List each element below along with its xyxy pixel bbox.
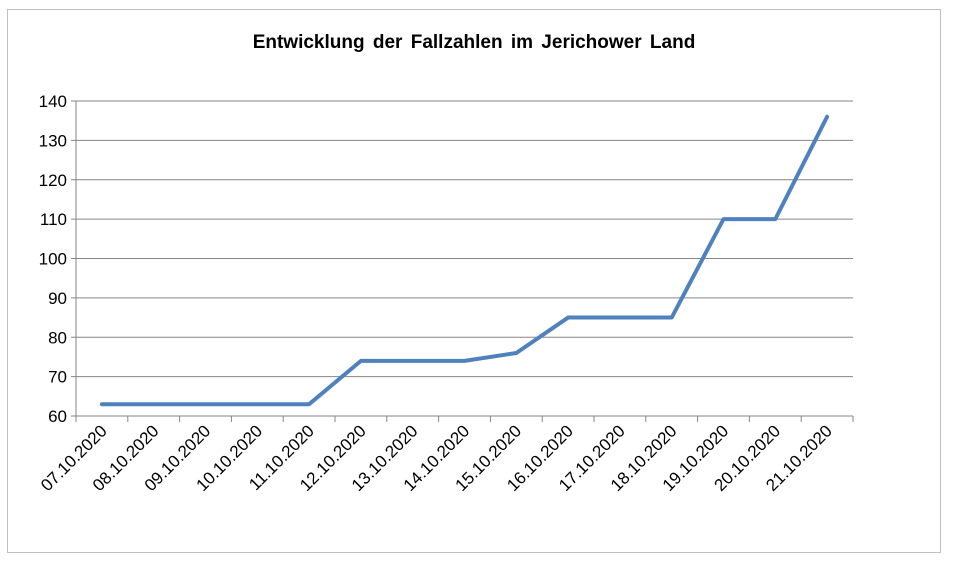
data-point <box>411 359 415 363</box>
data-point <box>255 402 259 406</box>
y-tick-label: 100 <box>39 250 67 269</box>
y-tick-label: 110 <box>40 210 67 229</box>
chart-frame <box>7 9 941 553</box>
data-point <box>152 402 156 406</box>
data-point <box>566 316 570 320</box>
data-point <box>359 359 363 363</box>
y-tick-label: 130 <box>39 131 67 150</box>
data-point <box>514 351 518 355</box>
y-tick-label: 140 <box>39 92 67 111</box>
chart-title: Entwicklung der Fallzahlen im Jerichower… <box>253 32 696 53</box>
x-axis: 07.10.202008.10.202009.10.202010.10.2020… <box>37 415 854 495</box>
y-tick-label: 60 <box>48 407 67 426</box>
data-point <box>670 316 674 320</box>
y-tick-label: 90 <box>48 289 67 308</box>
data-point <box>100 402 104 406</box>
data-point <box>618 316 622 320</box>
data-point <box>307 402 311 406</box>
data-point <box>463 359 467 363</box>
y-tick-label: 120 <box>39 171 67 190</box>
series-line <box>99 114 830 407</box>
y-tick-label: 70 <box>48 368 67 387</box>
gridlines <box>76 100 853 378</box>
y-tick-label: 80 <box>48 328 67 347</box>
series-group <box>99 114 830 407</box>
data-point <box>773 217 777 221</box>
data-point <box>722 217 726 221</box>
y-axis: 60 70 80 90 100 110 120 130 140 <box>39 92 77 426</box>
data-point <box>204 402 208 406</box>
data-point <box>825 115 829 119</box>
